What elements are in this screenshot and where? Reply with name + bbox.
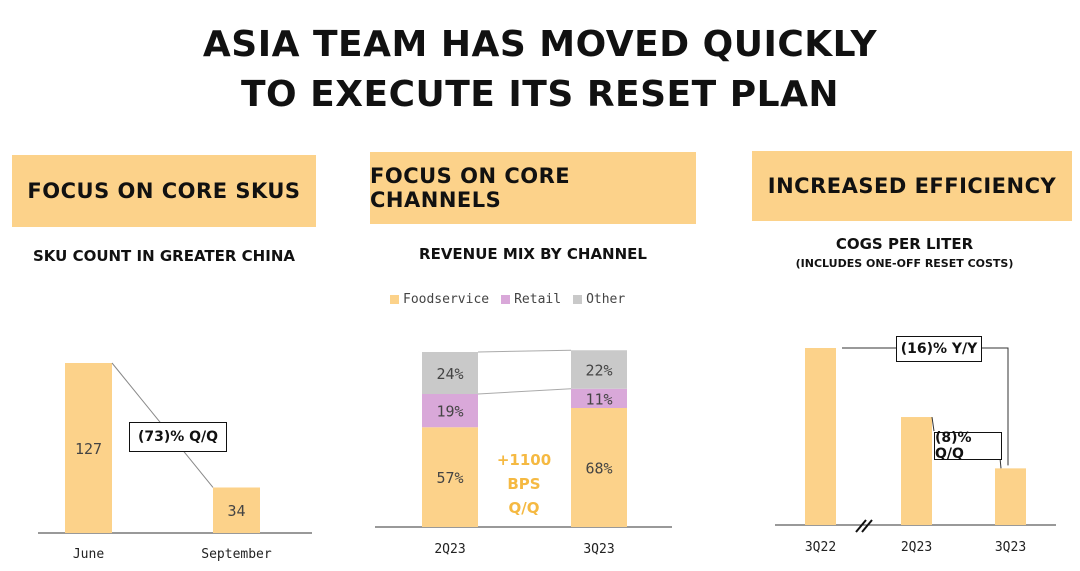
x-tick-september: September	[201, 547, 272, 562]
panel-header-skus: FOCUS ON CORE SKUS	[12, 155, 316, 227]
panel-header-channels: FOCUS ON CORE CHANNELS	[370, 152, 696, 224]
bar-september	[213, 487, 260, 533]
chart-3-annotation-yy: (16)% Y/Y	[896, 336, 982, 362]
data-label-2q23-foodservice: 57%	[436, 469, 463, 487]
x-tick-2q23: 2Q23	[901, 540, 932, 555]
chart-2-connector-2	[477, 349, 572, 353]
title-line-2: TO EXECUTE ITS RESET PLAN	[240, 74, 840, 115]
bar-2q23-retail	[422, 394, 478, 428]
data-label-3q23-other: 22%	[585, 362, 612, 380]
chart-1-title: SKU COUNT IN GREATER CHINA	[33, 247, 295, 265]
data-label-2q23-other: 24%	[436, 365, 463, 383]
legend-item-foodservice: Foodservice	[390, 292, 489, 307]
legend-item-other: Other	[573, 292, 625, 307]
chart-2-connector-1	[477, 388, 572, 395]
x-tick-june: June	[73, 547, 104, 562]
bar-3q22	[805, 348, 836, 525]
bar-2q23	[901, 417, 932, 525]
bar-3q23-other	[571, 350, 627, 389]
chart-3-connector-qq-left	[931, 416, 935, 432]
x-tick-2q23: 2Q23	[434, 542, 465, 557]
title-line-1: ASIA TEAM HAS MOVED QUICKLY	[202, 24, 878, 65]
chart-3-subtitle: (INCLUDES ONE-OFF RESET COSTS)	[795, 257, 1014, 270]
x-tick-3q23: 3Q23	[583, 542, 614, 557]
chart-2-legend: Foodservice Retail Other	[390, 292, 625, 307]
x-tick-3q22: 3Q22	[805, 540, 836, 555]
data-label-june: 127	[75, 440, 102, 458]
chart-3-title: COGS PER LITER	[835, 235, 974, 253]
chart-2-annotation: +1100 BPS Q/Q	[478, 448, 570, 520]
bar-3q23-foodservice	[571, 408, 627, 527]
chart-1-annotation: (73)% Q/Q	[129, 422, 227, 452]
chart-3-annotation-qq: (8)% Q/Q	[934, 430, 1002, 462]
data-label-3q23-retail: 11%	[585, 390, 612, 408]
data-label-2q23-retail: 19%	[436, 403, 463, 421]
chart-2-title: REVENUE MIX BY CHANNEL	[419, 245, 647, 263]
data-label-3q23-foodservice: 68%	[585, 460, 612, 478]
axis-break-mark-1	[855, 519, 867, 533]
bar-june	[65, 363, 112, 533]
bar-3q23-retail	[571, 388, 627, 408]
x-tick-3q23: 3Q23	[995, 540, 1026, 555]
panel-header-efficiency: INCREASED EFFICIENCY	[752, 151, 1072, 221]
bar-2q23-other	[422, 352, 478, 394]
page-title: ASIA TEAM HAS MOVED QUICKLY TO EXECUTE I…	[0, 20, 1080, 120]
axis-break-mark-2	[861, 519, 873, 533]
chart-3-connector-yy-right	[980, 347, 1009, 466]
bps-line-2: Q/Q	[508, 499, 540, 517]
bar-2q23-foodservice	[422, 427, 478, 527]
bps-line-1: +1100 BPS	[496, 451, 552, 493]
data-label-september: 34	[227, 502, 245, 520]
legend-item-retail: Retail	[501, 292, 561, 307]
bar-3q23	[995, 468, 1026, 525]
